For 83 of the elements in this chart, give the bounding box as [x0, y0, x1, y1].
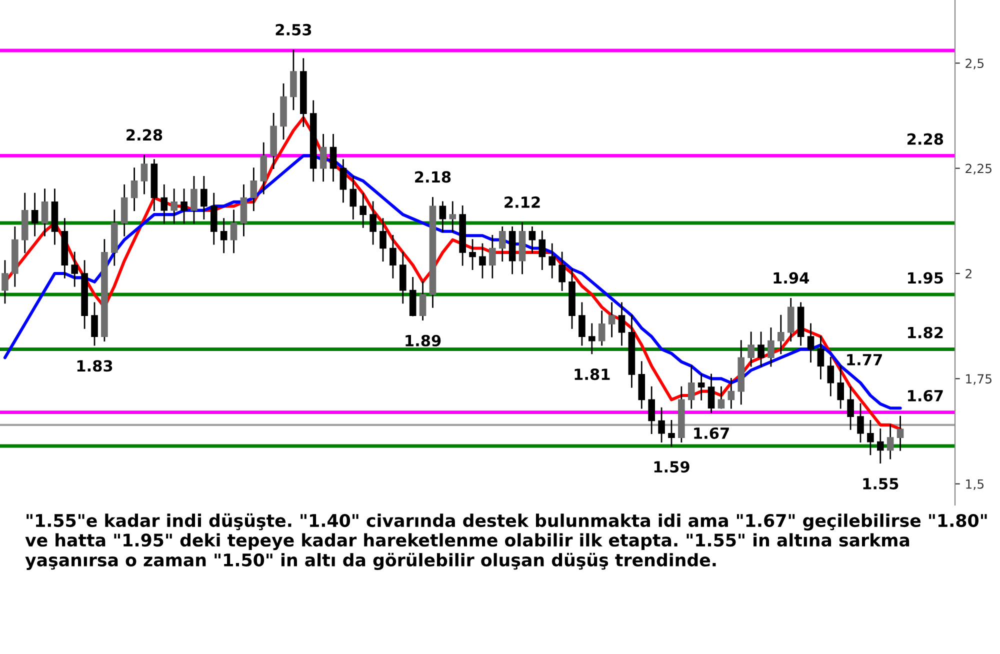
candlestick — [31, 192, 38, 236]
candlestick — [758, 332, 764, 367]
annotation: 1.89 — [406, 334, 441, 346]
candlestick — [548, 243, 556, 278]
annotation: 1.83 — [77, 360, 112, 372]
candlestick — [449, 201, 456, 232]
candlestick — [340, 159, 347, 203]
candlestick — [170, 188, 178, 224]
candlestick — [350, 176, 357, 220]
candlestick — [439, 201, 446, 232]
y-tick-label: 1,5 — [966, 479, 984, 490]
candlestick — [140, 154, 148, 194]
candlestick — [469, 239, 476, 270]
candlestick — [380, 218, 386, 262]
candlestick — [419, 281, 426, 320]
candlestick — [190, 176, 198, 224]
candlestick — [180, 188, 188, 224]
y-tick-label: 2,25 — [966, 164, 992, 174]
candlestick — [857, 403, 864, 442]
candlestick — [718, 386, 725, 409]
candlestick — [618, 302, 626, 346]
candlestick — [698, 374, 705, 400]
candlestick — [320, 134, 327, 182]
y-tick-label: 2 — [966, 268, 972, 278]
annotation: 2.28 — [908, 133, 944, 145]
candlestick — [768, 327, 774, 367]
annotation: 1.67 — [908, 390, 943, 402]
candlestick — [360, 192, 367, 228]
candlestick — [896, 416, 904, 451]
candlestick — [538, 230, 546, 270]
candlestick — [748, 332, 754, 367]
annotation: 2.12 — [504, 196, 540, 208]
annotation: 2.18 — [415, 171, 451, 183]
candlestick — [837, 365, 844, 409]
candlestick — [71, 252, 78, 287]
y-tick-label: 1,75 — [966, 374, 992, 385]
candlestick — [728, 378, 735, 409]
candlestick — [847, 386, 854, 430]
candlestick — [688, 365, 695, 409]
candlestick — [578, 302, 586, 346]
annotation: 1.59 — [654, 461, 690, 473]
candlestick — [489, 234, 496, 278]
candlestick — [200, 176, 208, 220]
candlestick — [867, 420, 874, 456]
candlestick — [817, 336, 824, 380]
candlestick — [2, 260, 8, 304]
annotation: 1.67 — [694, 427, 729, 439]
text: "1.55"e kadar indi düşüşte. "1.40" civarında destek bulunmakta idi ama "1.67" geçilebilirse "1.80" ve hatta "1.95" deki tepeye kadar hareketlenme olabilir ilk etapta. "1.55" in altına sarkma yaşanırsa o zaman "1.50" in altı da görülebilir oluşan düşüş trendinde. — [25, 513, 987, 570]
candlestick — [598, 310, 606, 346]
annotation: 2.53 — [276, 24, 312, 36]
candlestick — [648, 386, 655, 434]
annotation: 2.28 — [126, 129, 162, 141]
candlestick — [41, 188, 48, 236]
candlestick — [160, 184, 168, 224]
candlestick — [528, 226, 536, 254]
candlestick — [886, 424, 894, 460]
annotation: 1.95 — [908, 272, 943, 284]
annotation: 1.82 — [908, 326, 943, 338]
candlestick — [250, 168, 258, 212]
candlestick — [370, 201, 376, 245]
candlestick — [827, 356, 834, 396]
candlestick — [390, 234, 396, 278]
candlestick — [130, 168, 138, 212]
candlestick — [498, 226, 506, 262]
candlestick — [230, 210, 238, 254]
y-tick-label: 2,5 — [966, 58, 984, 70]
candlestick — [708, 374, 715, 414]
candlestick — [807, 323, 814, 363]
candlestick — [668, 420, 675, 447]
annotation: 1.77 — [847, 354, 882, 366]
candlestick — [220, 218, 228, 254]
candlestick — [658, 407, 665, 442]
candlestick — [608, 302, 616, 338]
candlestick — [91, 302, 98, 346]
candlestick — [558, 252, 566, 292]
candlestick — [876, 428, 884, 464]
candlestick — [330, 134, 337, 182]
candlestick — [588, 323, 596, 354]
candlestick — [778, 314, 784, 354]
annotation: 1.55 — [863, 478, 898, 490]
annotation: 1.94 — [774, 272, 810, 284]
annotation: 1.81 — [574, 368, 610, 380]
candlestick — [479, 243, 486, 278]
